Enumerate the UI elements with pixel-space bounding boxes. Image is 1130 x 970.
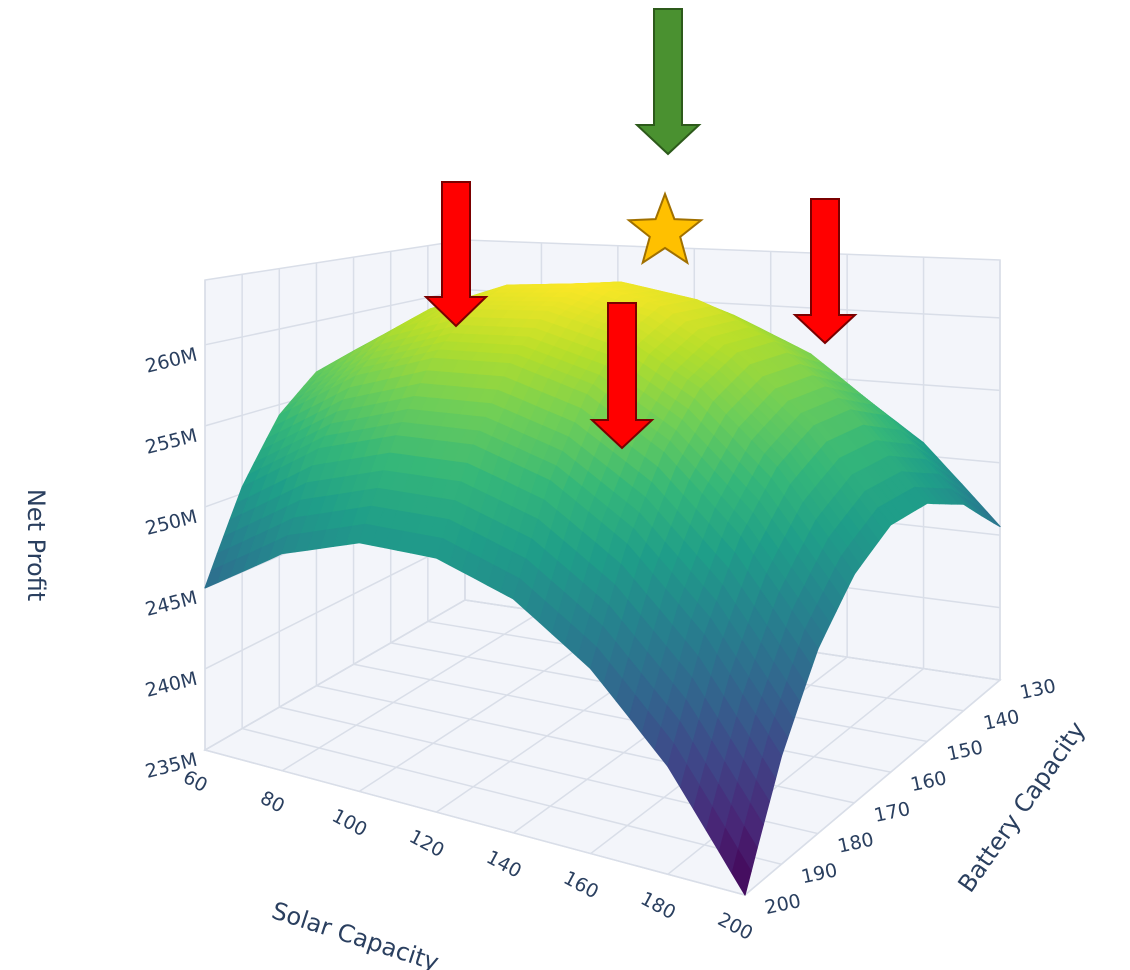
grid-line: [241, 727, 782, 866]
surface-patch: [583, 281, 698, 308]
surface-patch: [813, 409, 928, 526]
z-tick-label: 260M: [143, 344, 199, 378]
grid-line: [204, 749, 746, 896]
y-tick-label: 200: [763, 890, 803, 919]
surface-patch: [886, 415, 1001, 528]
y-tick-label: 190: [799, 859, 839, 888]
x-tick-label: 120: [405, 825, 447, 861]
surface-patch: [278, 329, 394, 416]
y-tick-label: 180: [836, 829, 876, 858]
x-tick-label: 140: [483, 846, 525, 882]
grid-line: [204, 288, 466, 346]
surface-patch: [355, 308, 471, 377]
surface-patch: [740, 466, 855, 650]
grid-line: [353, 663, 891, 773]
z-axis-title: Net Profit: [22, 489, 50, 601]
surface-patch: [241, 375, 357, 488]
surface-patch: [509, 310, 625, 396]
green-arrow: [634, 8, 702, 156]
x-tick-label: 100: [328, 805, 370, 841]
surface-patch: [435, 444, 551, 600]
red-arrow: [423, 181, 489, 328]
x-tick-label: 160: [560, 867, 602, 903]
surface-patch: [736, 341, 852, 427]
red-arrow: [589, 302, 655, 450]
annotation-layer: [423, 8, 858, 450]
grid-line: [204, 599, 466, 751]
grid-line: [281, 610, 542, 772]
surface-patch: [776, 425, 892, 575]
surface-patch: [281, 435, 397, 555]
surface-patch: [395, 357, 511, 446]
surface-patch: [773, 341, 888, 417]
grid-line: [667, 667, 925, 875]
grid-line: [744, 679, 1001, 896]
z-tick-label: 240M: [143, 668, 199, 702]
z-tick-label: 250M: [143, 506, 199, 540]
red-arrow: [792, 198, 858, 345]
y-tick-label: 140: [981, 706, 1021, 735]
surface-patch: [623, 306, 738, 390]
surface-patch: [432, 308, 548, 365]
z-tick-label: 245M: [143, 587, 199, 621]
x-axis-title: Solar Capacity: [268, 896, 442, 970]
surface-cell: [731, 849, 752, 896]
surface-patch: [663, 388, 779, 538]
surface-patch: [703, 536, 819, 757]
surface-patch: [667, 634, 783, 896]
optimum-star: [626, 191, 704, 265]
y-tick-label: 150: [945, 736, 985, 765]
x-tick-label: 200: [714, 908, 756, 944]
surface-patch: [512, 480, 628, 670]
y-tick-label: 170: [872, 798, 912, 827]
surface-patch: [318, 357, 434, 450]
surface-patch: [626, 451, 742, 636]
y-tick-label: 160: [909, 767, 949, 796]
surface-patch: [204, 448, 320, 589]
z-tick-label: 255M: [143, 425, 199, 459]
surface-patch: [849, 409, 965, 505]
y-tick-label: 130: [1018, 675, 1058, 704]
x-tick-label: 180: [637, 888, 679, 924]
surface-patch: [472, 363, 588, 482]
surface-patch: [699, 352, 815, 468]
surface-patch: [590, 543, 706, 768]
grid-line: [204, 537, 466, 670]
x-tick-label: 80: [257, 787, 289, 818]
